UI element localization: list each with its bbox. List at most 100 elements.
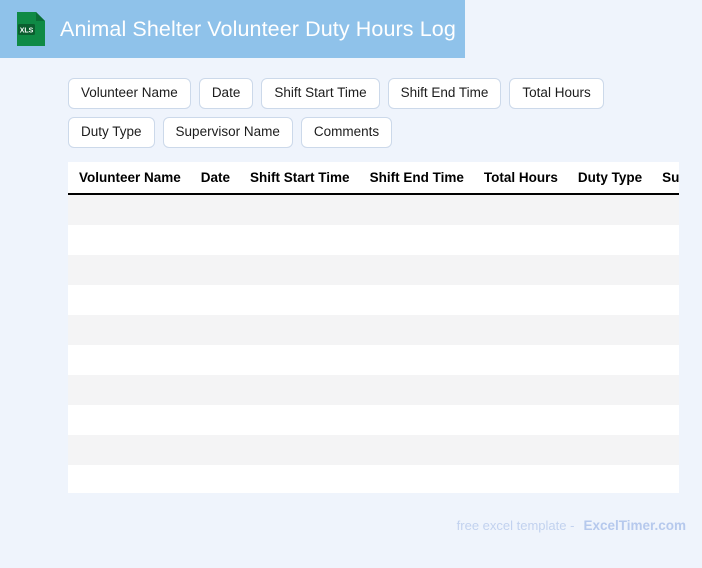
table-cell[interactable]	[240, 345, 360, 375]
table-cell[interactable]	[652, 255, 679, 285]
table-row[interactable]	[68, 225, 679, 255]
table-cell[interactable]	[652, 375, 679, 405]
table-cell[interactable]	[652, 465, 679, 493]
table-cell[interactable]	[190, 285, 241, 315]
column-header-supervisor-name[interactable]: Supervisor Name	[652, 162, 679, 195]
table-cell[interactable]	[473, 375, 568, 405]
table-cell[interactable]	[68, 255, 191, 285]
table-cell[interactable]	[68, 345, 191, 375]
column-header-date[interactable]: Date	[190, 162, 241, 195]
table-cell[interactable]	[359, 345, 474, 375]
table-cell[interactable]	[68, 315, 191, 345]
field-chip-volunteer-name[interactable]: Volunteer Name	[68, 78, 191, 109]
table-cell[interactable]	[68, 194, 191, 225]
table-cell[interactable]	[567, 465, 653, 493]
table-cell[interactable]	[652, 225, 679, 255]
spreadsheet-container[interactable]: Volunteer Name Date Shift Start Time Shi…	[68, 162, 679, 493]
table-cell[interactable]	[652, 285, 679, 315]
table-cell[interactable]	[190, 315, 241, 345]
table-cell[interactable]	[359, 465, 474, 493]
table-cell[interactable]	[240, 255, 360, 285]
table-cell[interactable]	[473, 225, 568, 255]
table-cell[interactable]	[190, 255, 241, 285]
xls-file-icon: XLS	[16, 11, 46, 47]
table-cell[interactable]	[359, 194, 474, 225]
table-cell[interactable]	[473, 405, 568, 435]
table-row[interactable]	[68, 375, 679, 405]
table-cell[interactable]	[473, 194, 568, 225]
table-cell[interactable]	[473, 255, 568, 285]
table-cell[interactable]	[359, 435, 474, 465]
table-row[interactable]	[68, 255, 679, 285]
table-cell[interactable]	[359, 405, 474, 435]
table-row[interactable]	[68, 315, 679, 345]
table-cell[interactable]	[567, 375, 653, 405]
column-header-volunteer-name[interactable]: Volunteer Name	[68, 162, 191, 195]
table-cell[interactable]	[652, 405, 679, 435]
table-cell[interactable]	[68, 375, 191, 405]
table-cell[interactable]	[567, 194, 653, 225]
field-chip-total-hours[interactable]: Total Hours	[509, 78, 604, 109]
app-header-banner: XLS Animal Shelter Volunteer Duty Hours …	[0, 0, 465, 58]
table-cell[interactable]	[473, 315, 568, 345]
table-cell[interactable]	[652, 435, 679, 465]
table-cell[interactable]	[473, 285, 568, 315]
table-cell[interactable]	[473, 345, 568, 375]
field-chip-date[interactable]: Date	[198, 78, 254, 109]
column-header-total-hours[interactable]: Total Hours	[473, 162, 568, 195]
table-cell[interactable]	[359, 285, 474, 315]
table-row[interactable]	[68, 285, 679, 315]
table-cell[interactable]	[240, 315, 360, 345]
table-row[interactable]	[68, 465, 679, 493]
table-cell[interactable]	[190, 345, 241, 375]
table-row[interactable]	[68, 435, 679, 465]
table-cell[interactable]	[190, 405, 241, 435]
table-cell[interactable]	[190, 465, 241, 493]
table-cell[interactable]	[190, 375, 241, 405]
table-cell[interactable]	[68, 285, 191, 315]
table-cell[interactable]	[567, 405, 653, 435]
table-cell[interactable]	[359, 375, 474, 405]
footer-brand-link[interactable]: ExcelTimer.com	[583, 518, 686, 533]
footer-attribution: free excel template - ExcelTimer.com	[457, 518, 686, 533]
field-chip-shift-end-time[interactable]: Shift End Time	[387, 78, 502, 109]
table-cell[interactable]	[190, 194, 241, 225]
table-cell[interactable]	[68, 405, 191, 435]
column-header-duty-type[interactable]: Duty Type	[567, 162, 653, 195]
table-cell[interactable]	[473, 465, 568, 493]
table-row[interactable]	[68, 345, 679, 375]
table-cell[interactable]	[359, 255, 474, 285]
field-chip-supervisor-name[interactable]: Supervisor Name	[162, 117, 293, 148]
table-cell[interactable]	[68, 225, 191, 255]
table-row[interactable]	[68, 405, 679, 435]
table-cell[interactable]	[240, 435, 360, 465]
table-cell[interactable]	[240, 465, 360, 493]
table-cell[interactable]	[240, 225, 360, 255]
table-cell[interactable]	[567, 285, 653, 315]
field-chip-shift-start-time[interactable]: Shift Start Time	[261, 78, 380, 109]
table-cell[interactable]	[567, 435, 653, 465]
table-cell[interactable]	[567, 345, 653, 375]
table-cell[interactable]	[240, 194, 360, 225]
table-cell[interactable]	[652, 194, 679, 225]
table-row[interactable]	[68, 194, 679, 225]
field-chip-comments[interactable]: Comments	[300, 117, 393, 148]
table-cell[interactable]	[240, 285, 360, 315]
table-cell[interactable]	[567, 225, 653, 255]
table-cell[interactable]	[473, 435, 568, 465]
field-chip-duty-type[interactable]: Duty Type	[68, 117, 155, 148]
table-cell[interactable]	[68, 465, 191, 493]
table-cell[interactable]	[190, 225, 241, 255]
table-cell[interactable]	[652, 345, 679, 375]
table-cell[interactable]	[359, 315, 474, 345]
table-cell[interactable]	[68, 435, 191, 465]
table-cell[interactable]	[190, 435, 241, 465]
table-cell[interactable]	[652, 315, 679, 345]
table-cell[interactable]	[240, 375, 360, 405]
column-header-shift-end-time[interactable]: Shift End Time	[359, 162, 474, 195]
table-cell[interactable]	[240, 405, 360, 435]
column-header-shift-start-time[interactable]: Shift Start Time	[240, 162, 360, 195]
table-cell[interactable]	[567, 255, 653, 285]
table-cell[interactable]	[359, 225, 474, 255]
table-cell[interactable]	[567, 315, 653, 345]
